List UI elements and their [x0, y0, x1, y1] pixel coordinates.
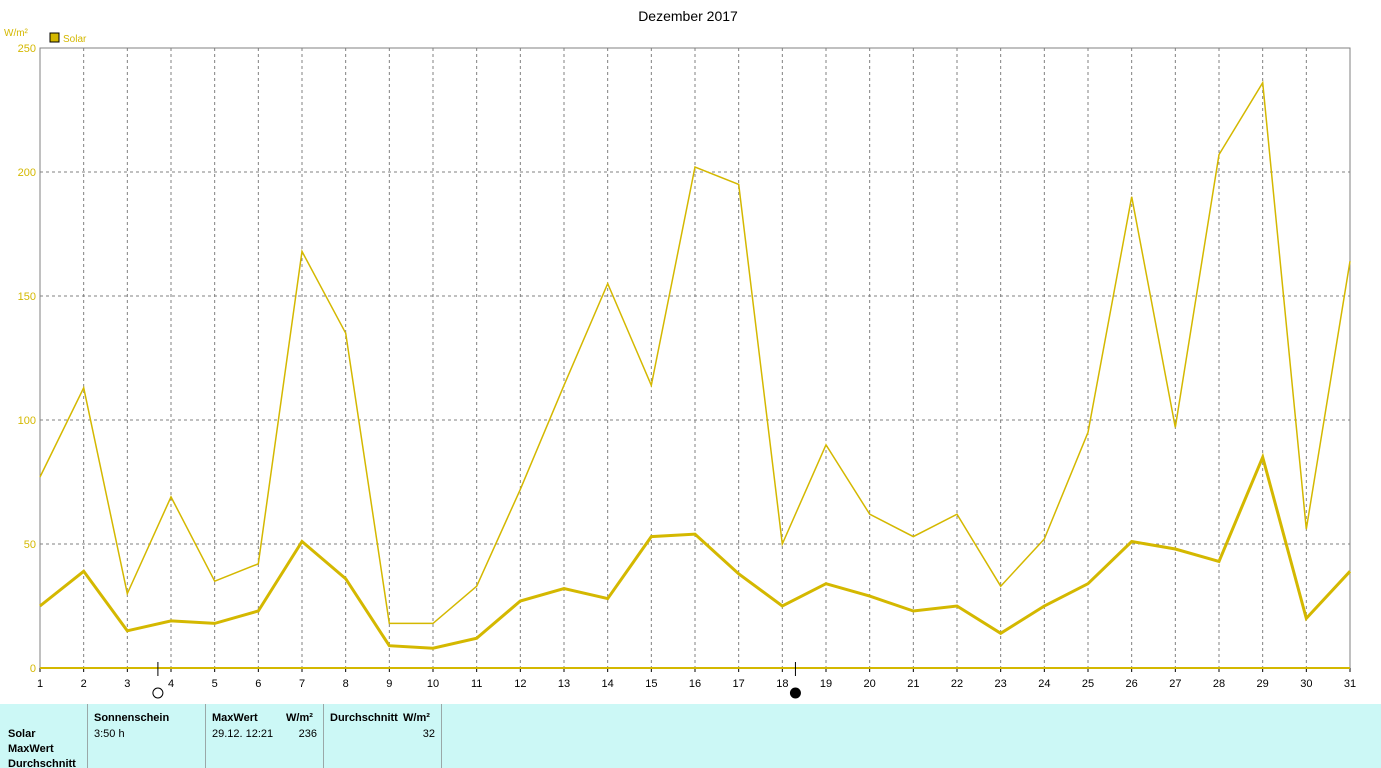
row-label-durchschnitt: Durchschnitt — [8, 758, 76, 768]
x-tick-label: 25 — [1082, 678, 1094, 690]
y-tick-label: 200 — [18, 167, 36, 179]
x-tick-label: 6 — [255, 678, 261, 690]
column-divider — [87, 704, 88, 768]
header-unit-max: W/m² — [286, 712, 313, 724]
x-tick-label: 17 — [733, 678, 745, 690]
y-unit-label: W/m² — [4, 28, 29, 39]
x-tick-label: 26 — [1126, 678, 1138, 690]
x-tick-label: 10 — [427, 678, 439, 690]
chart-title: Dezember 2017 — [638, 8, 738, 24]
x-tick-label: 21 — [907, 678, 919, 690]
x-tick-label: 3 — [124, 678, 130, 690]
series-line-mean — [39, 452, 1352, 650]
stats-panel: Sonnenschein MaxWert W/m² Durchschnitt W… — [0, 704, 1381, 768]
x-tick-label: 9 — [386, 678, 392, 690]
x-tick-label: 7 — [299, 678, 305, 690]
x-tick-label: 29 — [1257, 678, 1269, 690]
x-axis: 1 2 3 4 5 6 7 8 9 10 11 12 13 14 15 16 17 18 19 20 21 22 23 24 2… — [37, 668, 1356, 690]
sunshine-value: 3:50 h — [94, 728, 125, 740]
header-unit-avg: W/m² — [403, 712, 430, 724]
x-tick-label: 19 — [820, 678, 832, 690]
max-value: 236 — [298, 728, 317, 740]
x-tick-label: 2 — [81, 678, 87, 690]
x-tick-label: 16 — [689, 678, 701, 690]
x-tick-label: 20 — [864, 678, 876, 690]
x-tick-label: 14 — [602, 678, 614, 690]
legend-label-solar: Solar — [63, 34, 87, 45]
legend-swatch-solar — [49, 32, 60, 43]
avg-value: 32 — [422, 728, 435, 740]
grid — [40, 48, 1350, 668]
y-tick-label: 250 — [18, 43, 36, 55]
header-durchschnitt: Durchschnitt — [330, 712, 398, 724]
x-tick-label: 23 — [995, 678, 1007, 690]
x-tick-label: 8 — [343, 678, 349, 690]
max-time-value: 29.12. 12:21 — [212, 728, 274, 740]
y-tick-label: 0 — [30, 663, 36, 675]
x-tick-label: 1 — [37, 678, 43, 690]
x-tick-label: 30 — [1300, 678, 1312, 690]
x-tick-label: 27 — [1169, 678, 1181, 690]
header-maxwert: MaxWert — [212, 712, 258, 724]
series — [39, 80, 1352, 669]
x-tick-label: 13 — [558, 678, 570, 690]
x-tick-label: 28 — [1213, 678, 1225, 690]
row-label-solar: Solar — [8, 728, 36, 740]
column-divider — [323, 704, 324, 768]
x-tick-label: 5 — [212, 678, 218, 690]
full-moon-icon — [152, 687, 164, 699]
y-axis: 0 50 100 150 200 250 — [18, 43, 36, 675]
x-tick-label: 22 — [951, 678, 963, 690]
row-label-maxwert: MaxWert — [8, 743, 54, 755]
x-tick-label: 18 — [776, 678, 788, 690]
y-tick-label: 100 — [18, 415, 36, 427]
x-tick-label: 11 — [471, 678, 482, 690]
x-tick-label: 15 — [645, 678, 657, 690]
moon-phases — [152, 662, 801, 699]
x-tick-label: 12 — [514, 678, 526, 690]
column-divider — [205, 704, 206, 768]
solar-chart: Dezember 2017 W/m² Solar 050100150200250… — [4, 8, 1356, 699]
y-tick-label: 50 — [24, 539, 36, 551]
x-tick-label: 24 — [1038, 678, 1050, 690]
y-tick-label: 150 — [18, 291, 36, 303]
legend: Solar — [49, 32, 87, 45]
header-sunshine: Sonnenschein — [94, 712, 170, 724]
x-tick-label: 31 — [1344, 678, 1356, 690]
series-line-max — [39, 80, 1351, 625]
column-divider — [441, 704, 442, 768]
x-tick-label: 4 — [168, 678, 174, 690]
new-moon-icon — [789, 687, 801, 699]
